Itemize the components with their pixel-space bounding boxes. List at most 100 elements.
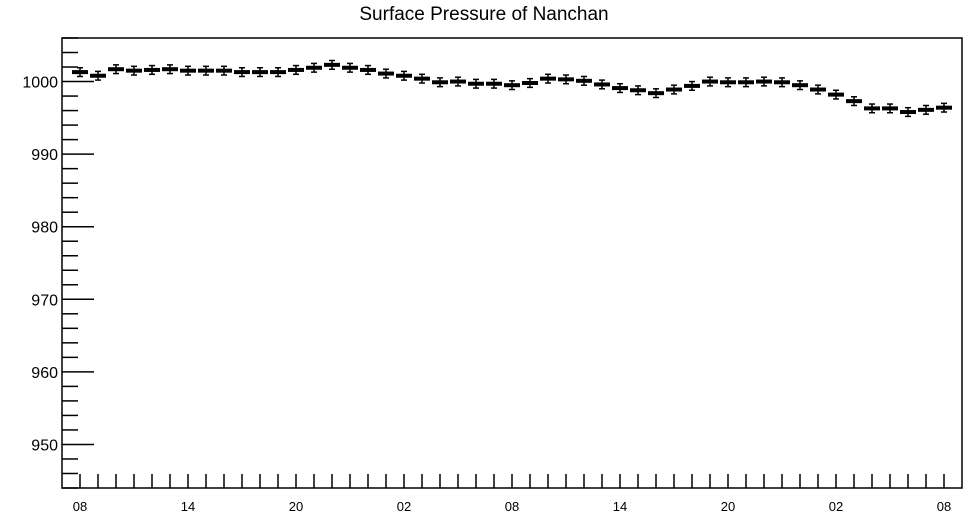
x-tick-label: 14	[613, 499, 627, 514]
data-point	[378, 68, 394, 79]
point-marker	[108, 67, 124, 72]
x-tick-label: 08	[505, 499, 519, 514]
y-tick-label: 960	[31, 365, 58, 382]
point-marker	[486, 81, 502, 86]
data-point	[522, 77, 538, 89]
x-tick-label: 02	[397, 499, 411, 514]
point-marker	[936, 105, 952, 110]
point-marker	[252, 70, 268, 75]
data-point	[828, 89, 844, 100]
point-marker	[144, 67, 160, 72]
point-marker	[360, 67, 376, 72]
data-point	[216, 65, 232, 76]
x-axis: 08 14 20 02 08 14 20 02 08	[73, 474, 951, 514]
y-tick-label: 980	[31, 220, 58, 237]
data-point	[486, 78, 502, 89]
point-marker	[864, 106, 880, 111]
data-point	[180, 65, 196, 76]
x-tick-label: 02	[829, 499, 843, 514]
x-tick-label: 20	[721, 499, 735, 514]
data-point	[396, 70, 412, 81]
data-point	[882, 103, 898, 114]
point-marker	[612, 86, 628, 91]
point-marker	[738, 80, 754, 85]
point-marker	[396, 73, 412, 78]
data-point	[810, 84, 826, 95]
point-marker	[702, 79, 718, 84]
point-marker	[432, 80, 448, 85]
data-point	[702, 76, 718, 87]
data-point	[198, 65, 214, 76]
point-marker	[468, 81, 484, 86]
point-marker	[90, 73, 106, 78]
data-point	[846, 96, 862, 107]
point-marker	[648, 91, 664, 96]
data-point	[630, 85, 646, 96]
point-marker	[198, 68, 214, 73]
point-marker	[594, 82, 610, 87]
point-marker	[540, 76, 556, 81]
data-point	[864, 103, 880, 114]
point-marker	[810, 87, 826, 92]
data-point	[432, 77, 448, 88]
data-point	[108, 64, 124, 75]
data-point	[342, 62, 358, 73]
point-marker	[378, 71, 394, 76]
data-point	[468, 78, 484, 89]
data-point	[360, 64, 376, 76]
point-marker	[270, 70, 286, 75]
point-marker	[774, 80, 790, 85]
point-marker	[234, 70, 250, 75]
point-marker	[288, 67, 304, 72]
data-point	[450, 76, 466, 87]
data-point	[504, 80, 520, 91]
point-marker	[162, 67, 178, 72]
data-point	[594, 79, 610, 90]
data-point	[792, 80, 808, 91]
data-point	[540, 73, 556, 84]
point-marker	[180, 68, 196, 73]
point-marker	[306, 65, 322, 70]
data-point	[612, 82, 628, 94]
point-marker	[72, 70, 88, 75]
data-point	[738, 77, 754, 88]
data-point	[270, 67, 286, 78]
point-marker	[846, 99, 862, 104]
plot-frame	[61, 37, 963, 489]
point-marker	[126, 68, 142, 73]
data-point	[72, 67, 88, 78]
data-point	[576, 75, 592, 86]
point-marker	[756, 79, 772, 84]
y-axis: 950 960 970 980 990 1000	[22, 37, 94, 489]
point-marker	[828, 92, 844, 97]
data-point	[234, 67, 250, 78]
data-point	[756, 76, 772, 87]
data-point	[774, 77, 790, 88]
data-point	[288, 64, 304, 76]
data-point	[900, 106, 916, 118]
data-point	[306, 62, 322, 73]
data-point	[252, 67, 268, 78]
data-point	[324, 59, 340, 70]
data-point	[936, 102, 952, 113]
point-marker	[900, 110, 916, 115]
y-tick-label: 990	[31, 147, 58, 164]
data-point	[918, 104, 934, 115]
data-point	[666, 84, 682, 95]
point-marker	[324, 62, 340, 67]
point-marker	[576, 78, 592, 83]
point-marker	[342, 65, 358, 70]
data-point	[162, 64, 178, 75]
point-marker	[414, 76, 430, 81]
data-point	[90, 70, 106, 81]
data-point	[144, 64, 160, 76]
x-tick-label: 14	[181, 499, 195, 514]
data-point	[414, 73, 430, 84]
point-marker	[522, 81, 538, 85]
point-marker	[216, 68, 232, 73]
point-marker	[792, 83, 808, 88]
y-tick-label: 970	[31, 292, 58, 309]
point-marker	[558, 77, 574, 82]
chart-title: Surface Pressure of Nanchan	[359, 4, 609, 25]
